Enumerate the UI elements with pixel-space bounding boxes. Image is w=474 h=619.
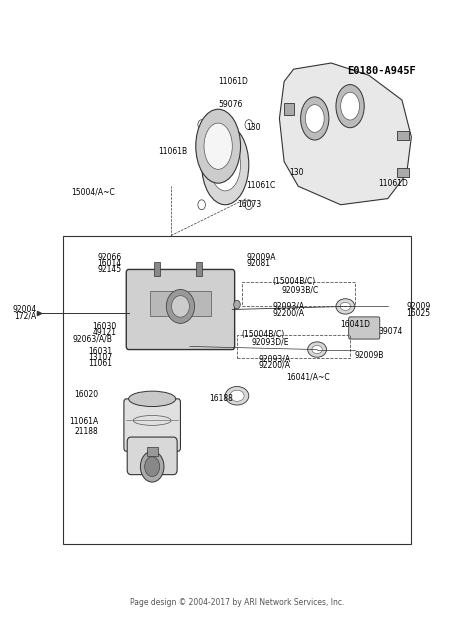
- Ellipse shape: [204, 123, 232, 170]
- Ellipse shape: [312, 345, 322, 353]
- Text: Page design © 2004-2017 by ARI Network Services, Inc.: Page design © 2004-2017 by ARI Network S…: [130, 597, 344, 607]
- Text: 16014: 16014: [98, 259, 121, 268]
- Ellipse shape: [225, 386, 249, 405]
- Ellipse shape: [196, 109, 240, 183]
- Ellipse shape: [201, 124, 249, 205]
- Text: 92009A: 92009A: [246, 253, 276, 262]
- Circle shape: [245, 119, 253, 129]
- Text: 16041/A~C: 16041/A~C: [286, 373, 330, 382]
- Text: E0180-A945F: E0180-A945F: [347, 66, 416, 76]
- Text: 13107: 13107: [88, 353, 112, 362]
- Bar: [154, 262, 160, 275]
- Text: 92093D/E: 92093D/E: [251, 337, 289, 346]
- Bar: [197, 262, 202, 275]
- Ellipse shape: [210, 139, 240, 191]
- Text: 16031: 16031: [88, 347, 112, 356]
- Circle shape: [198, 119, 205, 129]
- Text: 172/A: 172/A: [15, 311, 36, 320]
- Text: 11061B: 11061B: [158, 147, 188, 155]
- Text: 92145: 92145: [98, 265, 121, 274]
- Text: 16188: 16188: [209, 394, 233, 404]
- Text: 16030: 16030: [92, 322, 117, 331]
- Text: 92004: 92004: [12, 305, 36, 314]
- Ellipse shape: [301, 97, 329, 140]
- Text: 92063/A/B: 92063/A/B: [72, 335, 112, 344]
- Text: 11061C: 11061C: [246, 181, 276, 189]
- Text: (15004B/C): (15004B/C): [242, 330, 285, 339]
- Text: 92200/A: 92200/A: [273, 309, 304, 318]
- Ellipse shape: [341, 92, 359, 120]
- Text: 16041D: 16041D: [341, 321, 371, 329]
- Circle shape: [145, 457, 160, 477]
- Text: 92093B/C: 92093B/C: [282, 285, 319, 294]
- Bar: [397, 131, 409, 140]
- Circle shape: [234, 300, 240, 309]
- Bar: [397, 168, 409, 177]
- Text: 11061A: 11061A: [69, 417, 98, 426]
- Text: 11061D: 11061D: [378, 179, 408, 188]
- Ellipse shape: [230, 390, 244, 401]
- Text: 21188: 21188: [74, 427, 98, 436]
- Bar: [150, 291, 173, 316]
- Ellipse shape: [340, 303, 351, 310]
- Text: 11061D: 11061D: [218, 77, 248, 86]
- Circle shape: [245, 200, 253, 210]
- FancyBboxPatch shape: [127, 437, 177, 475]
- Ellipse shape: [336, 299, 355, 314]
- Bar: [284, 103, 293, 115]
- Bar: [146, 447, 158, 456]
- Text: 92081: 92081: [246, 259, 271, 268]
- Text: 16073: 16073: [237, 200, 261, 209]
- Ellipse shape: [128, 391, 176, 407]
- Text: (15004B/C): (15004B/C): [273, 277, 316, 286]
- Text: 92009: 92009: [407, 302, 431, 311]
- Ellipse shape: [172, 296, 190, 317]
- Circle shape: [140, 451, 164, 482]
- Text: 92009B: 92009B: [355, 351, 384, 360]
- Ellipse shape: [305, 105, 324, 132]
- Bar: [188, 291, 211, 316]
- Text: 59076: 59076: [218, 100, 243, 110]
- Text: 130: 130: [289, 168, 303, 177]
- Text: 39074: 39074: [378, 327, 403, 335]
- Polygon shape: [279, 63, 411, 205]
- Circle shape: [198, 200, 205, 210]
- Text: 49121: 49121: [93, 329, 117, 337]
- Ellipse shape: [166, 290, 195, 323]
- FancyBboxPatch shape: [124, 399, 181, 451]
- Text: 130: 130: [246, 123, 261, 132]
- Text: 11061: 11061: [88, 359, 112, 368]
- Text: 16020: 16020: [74, 390, 98, 399]
- Text: 92093/A: 92093/A: [258, 354, 291, 363]
- Ellipse shape: [308, 342, 327, 357]
- Text: 16025: 16025: [407, 309, 431, 318]
- Text: 15004/A~C: 15004/A~C: [71, 188, 115, 197]
- Text: 92200/A: 92200/A: [258, 360, 290, 370]
- Ellipse shape: [336, 85, 364, 128]
- Text: 92066: 92066: [97, 253, 121, 262]
- FancyBboxPatch shape: [126, 269, 235, 350]
- Text: 92093/A: 92093/A: [273, 302, 304, 311]
- FancyBboxPatch shape: [349, 317, 380, 339]
